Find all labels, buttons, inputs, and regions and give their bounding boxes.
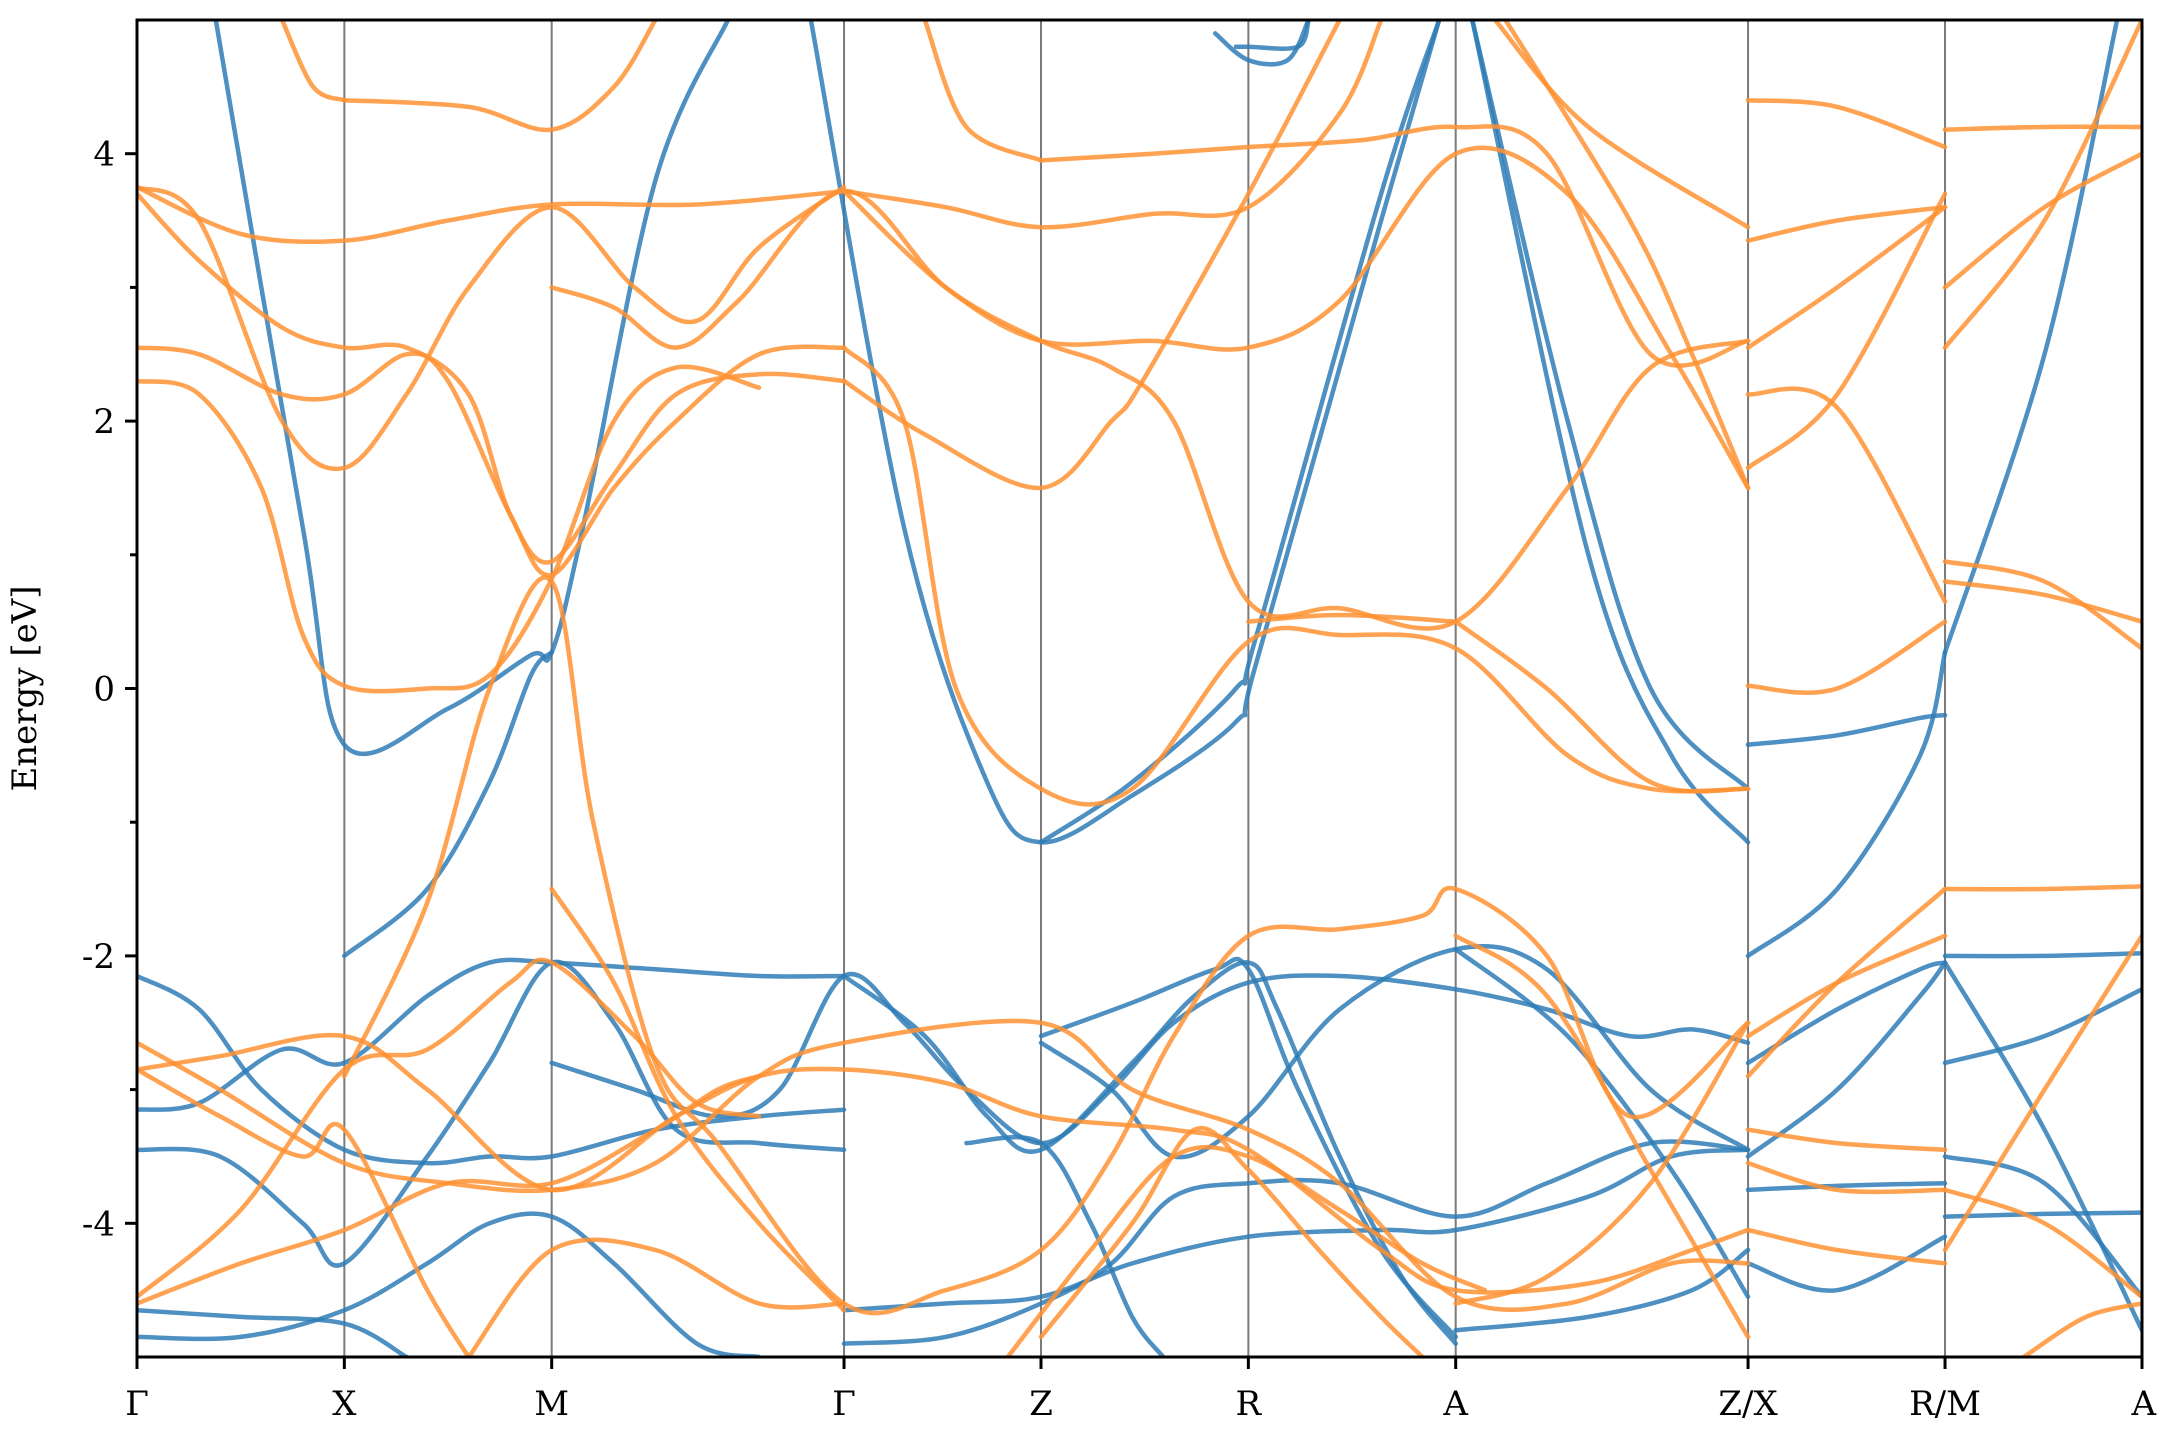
band-line-channel-1 <box>1942 960 2142 1333</box>
band-line-channel-2 <box>342 575 1751 1316</box>
band-line-channel-1 <box>808 20 1442 845</box>
band-line-channel-2 <box>922 20 1044 163</box>
band-line-channel-2 <box>137 344 847 578</box>
band-line-channel-2 <box>137 1032 1751 1295</box>
band-line-channel-2 <box>549 886 847 1313</box>
band-line-channel-2 <box>1942 933 2142 1253</box>
band-line-channel-2 <box>1942 20 2142 350</box>
band-line-channel-2 <box>1745 204 1948 243</box>
band-line-channel-2 <box>1038 1125 1425 1357</box>
band-line-channel-1 <box>1745 650 1948 959</box>
band-line-channel-1 <box>1942 1210 2142 1219</box>
band-line-channel-2 <box>137 191 847 565</box>
band-line-channel-2 <box>1942 884 2142 892</box>
band-line-channel-2 <box>1745 97 1948 150</box>
band-line-channel-2 <box>1503 20 1751 491</box>
band-line-channel-1 <box>1453 1247 1751 1333</box>
y-tick-label: 0 <box>93 670 115 710</box>
band-line-channel-2 <box>137 184 847 245</box>
k-point-label: R/M <box>1909 1384 1981 1424</box>
band-line-channel-1 <box>1942 987 2142 1066</box>
band-line-channel-2 <box>342 20 658 133</box>
k-point-label: A <box>1442 1384 1468 1424</box>
band-line-channel-1 <box>1745 960 1948 1159</box>
band-line-channel-2 <box>137 957 762 1300</box>
band-line-channel-2 <box>1038 124 1751 368</box>
band-line-channel-2 <box>2021 1301 2142 1357</box>
k-point-label: Γ <box>832 1384 856 1424</box>
band-line-channel-1 <box>1745 1180 1948 1193</box>
k-point-label: R <box>1236 1384 1263 1424</box>
k-point-label: A <box>2130 1384 2156 1424</box>
band-line-channel-1 <box>1745 1234 1948 1293</box>
y-tick-label: -2 <box>82 937 115 977</box>
band-line-channel-1 <box>1233 20 1311 51</box>
band-line-channel-2 <box>1745 933 1948 1039</box>
band-line-channel-1 <box>137 1307 409 1357</box>
band-line-channel-2 <box>1453 1020 1751 1306</box>
band-line-channel-1 <box>841 960 1458 1346</box>
band-line-channel-1 <box>549 971 1751 1146</box>
band-line-channel-2 <box>1942 124 2142 132</box>
band-line-channel-2 <box>1745 1227 1948 1266</box>
band-line-channel-2 <box>137 1018 1751 1312</box>
y-axis-ticks: -4 -2 0 2 4 <box>82 135 137 1244</box>
band-line-channel-1 <box>213 20 731 757</box>
band-line-channel-2 <box>1942 559 2142 651</box>
k-point-label: Z/X <box>1718 1384 1778 1424</box>
band-line-channel-2 <box>1745 386 1948 604</box>
band-line-channel-1 <box>342 650 554 959</box>
band-line-channel-1 <box>1038 20 1442 845</box>
band-line-channel-2 <box>1453 619 1751 794</box>
band-line-channel-2 <box>137 184 847 472</box>
band-line-channel-2 <box>549 145 1751 491</box>
y-tick-label: -4 <box>82 1204 115 1244</box>
band-line-channel-2 <box>841 20 1384 230</box>
band-line-channel-2 <box>1745 191 1948 471</box>
k-point-label: Z <box>1029 1384 1053 1424</box>
band-line-channel-2 <box>1942 1187 2142 1300</box>
band-line-channel-2 <box>1745 204 1948 350</box>
x-axis-ticks: Γ X M Γ Z R A Z/X R/M A <box>125 1357 2156 1424</box>
band-line-channel-1 <box>137 973 847 1166</box>
band-line-channel-1 <box>1038 943 1751 1160</box>
band-line-channel-1 <box>137 957 847 1112</box>
band-line-channel-2 <box>1942 579 2142 624</box>
y-tick-label: 2 <box>93 402 115 442</box>
band-line-channel-1 <box>1942 20 2120 655</box>
band-line-channel-2 <box>1745 619 1948 695</box>
band-line-channel-2 <box>1005 1144 1487 1357</box>
k-point-label: X <box>332 1384 357 1424</box>
y-axis-label: Energy [eV] <box>5 585 45 791</box>
band-line-channel-2 <box>1745 1160 1948 1195</box>
band-line-channel-2 <box>1492 20 1751 230</box>
band-line-channel-2 <box>841 188 1751 631</box>
band-line-channel-2 <box>1745 1127 1948 1153</box>
band-line-channel-2 <box>1745 886 1948 1079</box>
band-line-channel-2 <box>137 364 762 694</box>
band-line-channel-1 <box>964 1134 1166 1357</box>
band-line-channel-1 <box>1942 950 2142 959</box>
band-line-channel-1 <box>1212 20 1311 67</box>
band-line-channel-2 <box>137 1067 471 1357</box>
band-lines <box>137 20 2142 1357</box>
band-line-channel-2 <box>466 1237 847 1357</box>
k-point-lines <box>343 20 1947 1357</box>
band-line-channel-1 <box>137 1211 762 1357</box>
band-line-channel-2 <box>1942 151 2142 290</box>
y-tick-label: 4 <box>93 135 115 175</box>
band-line-channel-1 <box>1470 20 1751 845</box>
band-line-channel-2 <box>1453 933 1751 1340</box>
band-line-channel-1 <box>841 1139 1751 1346</box>
band-line-channel-1 <box>1470 20 1751 792</box>
band-line-channel-2 <box>279 20 347 103</box>
k-point-label: M <box>534 1384 569 1424</box>
band-line-channel-1 <box>1745 712 1948 747</box>
band-line-channel-2 <box>841 345 1751 807</box>
band-line-channel-2 <box>1246 612 1458 624</box>
band-line-channel-1 <box>1942 1154 2142 1300</box>
k-point-label: Γ <box>125 1384 149 1424</box>
band-line-channel-2 <box>841 20 1342 491</box>
